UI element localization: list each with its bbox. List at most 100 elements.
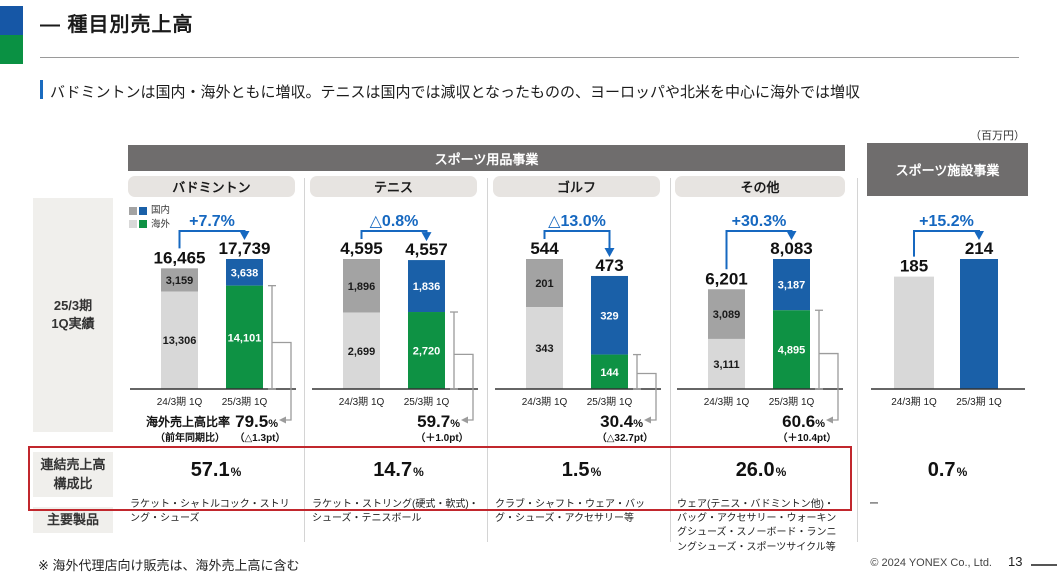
- legend-overseas: 海外: [129, 218, 171, 230]
- svg-text:4,895: 4,895: [778, 345, 806, 357]
- svg-text:△0.8%: △0.8%: [370, 213, 419, 230]
- svg-text:185: 185: [900, 257, 928, 276]
- overseas-ratio-callout: [450, 311, 474, 421]
- svg-text:25/3期 1Q: 25/3期 1Q: [222, 396, 268, 408]
- bar-others-0-overseas: [708, 338, 745, 389]
- svg-text:2,720: 2,720: [413, 345, 441, 357]
- svg-text:25/3期 1Q: 25/3期 1Q: [769, 396, 815, 408]
- svg-text:59.7%: 59.7%: [417, 412, 460, 431]
- category-pill-tennis: テニス: [310, 176, 477, 197]
- ratio-arrowhead: [461, 416, 468, 424]
- svg-text:6,201: 6,201: [705, 269, 748, 288]
- svg-text:144: 144: [600, 367, 619, 379]
- svg-text:24/3期 1Q: 24/3期 1Q: [522, 396, 568, 408]
- bar-others-1-domestic: [773, 259, 810, 311]
- ratio-arrowhead: [644, 416, 651, 424]
- section-header-facility: スポーツ施設事業: [867, 143, 1028, 196]
- ratio-arrowhead: [279, 416, 286, 424]
- svg-text:24/3期 1Q: 24/3期 1Q: [891, 396, 937, 408]
- bar-tennis-0-domestic: [343, 259, 380, 313]
- composition-value-golf: 1.5%: [561, 459, 602, 481]
- svg-text:17,739: 17,739: [219, 239, 271, 258]
- bars: 185 24/3期 1Q 214 25/3期 1Q: [891, 239, 1002, 408]
- bar-golf-0-overseas: [526, 307, 563, 389]
- bars: 1,896 2,699 4,595 24/3期 1Q 1,836 2,720 4,557 25…: [339, 239, 450, 408]
- composition-value-facility: 0.7%: [927, 459, 968, 481]
- legend-domestic-label: 国内: [151, 205, 171, 216]
- svg-text:473: 473: [595, 256, 623, 275]
- bars: 3,089 3,111 6,201 24/3期 1Q 3,187 4,895 8,083 25…: [704, 239, 815, 408]
- bar-golf-0-domestic: [526, 259, 563, 308]
- svg-text:16,465: 16,465: [154, 248, 206, 267]
- svg-text:3,089: 3,089: [713, 309, 741, 321]
- overseas-ratio-text: 60.6%（＋10.4pt）: [778, 412, 837, 444]
- svg-text:30.4%: 30.4%: [600, 412, 643, 431]
- bars: 201 343 544 24/3期 1Q 329 144 473 25/3期 1Q: [522, 239, 633, 408]
- svg-text:343: 343: [535, 343, 553, 355]
- section-header-goods: スポーツ用品事業: [128, 145, 845, 171]
- svg-text:3,638: 3,638: [231, 267, 259, 279]
- change-arrow: △13.0%: [543, 213, 615, 257]
- sidebar-period-line1: 25/3期: [53, 297, 93, 313]
- legend-overseas-label: 海外: [151, 218, 171, 230]
- sidebar-label-products: 主要製品: [33, 507, 113, 533]
- page-title: — 種目別売上高: [40, 14, 194, 36]
- change-arrow: △0.8%: [360, 213, 432, 242]
- sidebar-label-period: 25/3期 1Q実績: [33, 198, 113, 432]
- sidebar-products-label: 主要製品: [46, 511, 99, 527]
- products-badminton: ラケット・シャトルコック・ストリング・シューズ: [130, 499, 290, 525]
- category-pill-golf: ゴルフ: [493, 176, 660, 197]
- svg-text:3,111: 3,111: [713, 359, 739, 371]
- bars: 3,159 13,306 16,465 24/3期 1Q 3,638 14,101 17,7…: [154, 239, 271, 408]
- footnote: ※ 海外代理店向け販売は、海外売上高に含む: [38, 558, 300, 573]
- chart-legend: 国内 海外: [129, 206, 170, 233]
- column-divider: [487, 178, 488, 542]
- svg-text:25/3期 1Q: 25/3期 1Q: [587, 396, 633, 408]
- copyright: © 2024 YONEX Co., Ltd.: [870, 557, 992, 569]
- legend-swatch: [139, 220, 147, 229]
- ratio-arrowhead: [826, 416, 833, 424]
- footer-dash: [1031, 564, 1057, 566]
- bar-badminton-0-domestic: [161, 268, 198, 292]
- svg-text:201: 201: [535, 278, 553, 290]
- change-arrow: +30.3%: [725, 213, 797, 270]
- chart-golf: 201 343 544 24/3期 1Q 329 144 473 25/3期 1Q △13.0%…: [495, 213, 661, 444]
- brand-logo-blue-square: [0, 6, 23, 35]
- svg-text:△13.0%: △13.0%: [548, 213, 606, 230]
- composition-value-others: 26.0%: [735, 459, 787, 481]
- svg-text:25/3期 1Q: 25/3期 1Q: [404, 396, 450, 408]
- overseas-ratio-callout: [633, 353, 657, 421]
- bar-tennis-1-domestic: [408, 260, 445, 313]
- overseas-ratio-text: 30.4%（△32.7pt）: [597, 412, 654, 444]
- svg-text:2,699: 2,699: [348, 346, 376, 358]
- legend-swatch: [129, 220, 137, 229]
- brand-logo-green-square: [0, 35, 23, 64]
- chart-tennis: 1,896 2,699 4,595 24/3期 1Q 1,836 2,720 4,557 25…: [312, 213, 478, 444]
- svg-text:24/3期 1Q: 24/3期 1Q: [704, 396, 750, 408]
- category-pill-badminton: バドミントン: [128, 176, 295, 197]
- svg-text:8,083: 8,083: [770, 239, 813, 258]
- svg-text:（前年同期比）: （前年同期比）: [155, 431, 225, 444]
- sidebar-composition-line2: 構成比: [53, 475, 93, 491]
- svg-text:4,595: 4,595: [340, 239, 383, 258]
- change-arrow: +7.7%: [178, 213, 250, 249]
- bar-badminton-1-overseas: [226, 285, 263, 389]
- svg-text:（△1.3pt）: （△1.3pt）: [234, 431, 285, 444]
- change-arrow: +15.2%: [913, 213, 984, 257]
- chart-others: 3,089 3,111 6,201 24/3期 1Q 3,187 4,895 8,083 25…: [677, 213, 843, 444]
- composition-value-badminton: 57.1%: [190, 459, 242, 481]
- svg-text:24/3期 1Q: 24/3期 1Q: [339, 396, 385, 408]
- sidebar-period-line2: 1Q実績: [51, 316, 95, 331]
- subtitle: バドミントンは国内・海外ともに増収。テニスは国内では減収となったものの、ヨーロッ…: [50, 84, 861, 101]
- svg-text:4,557: 4,557: [405, 240, 448, 259]
- bar-golf-1-overseas: [591, 354, 628, 389]
- products-facility: ー: [869, 499, 879, 510]
- overseas-ratio-text: 79.5%（△1.3pt） 海外売上高比率 （前年同期比）: [146, 412, 286, 444]
- overseas-ratio-text: 59.7%（＋1.0pt）: [415, 412, 468, 444]
- svg-text:79.5%: 79.5%: [235, 412, 278, 431]
- svg-text:60.6%: 60.6%: [782, 412, 825, 431]
- sidebar-label-composition: 連結売上高 構成比: [33, 452, 113, 497]
- svg-text:3,159: 3,159: [166, 275, 194, 287]
- bar-golf-1-domestic: [591, 275, 628, 355]
- svg-text:+7.7%: +7.7%: [189, 213, 235, 230]
